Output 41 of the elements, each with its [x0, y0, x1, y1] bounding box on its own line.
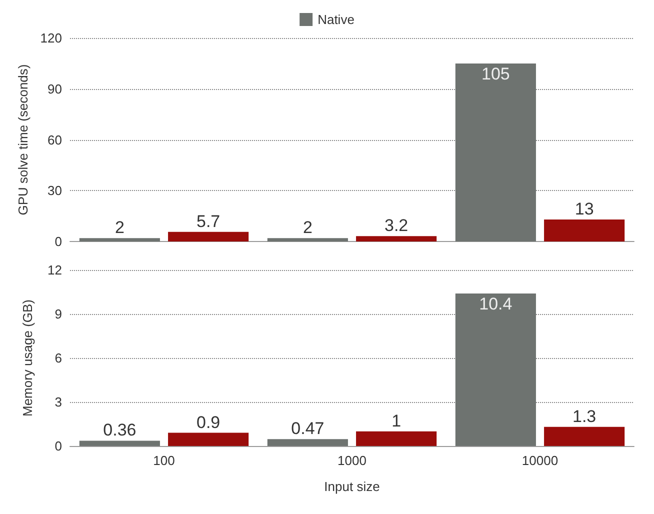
- y-tick-label: 30: [48, 183, 62, 198]
- y-tick-label: 3: [54, 394, 62, 410]
- data-label: 2: [114, 218, 124, 238]
- data-label: 0.36: [103, 420, 136, 440]
- y-tick-label: 0: [54, 438, 62, 454]
- bar: [79, 238, 160, 242]
- x-tick-label: 10000: [522, 453, 558, 468]
- bar: [356, 236, 437, 242]
- x-tick-label: 100: [153, 453, 175, 468]
- data-label: 105: [482, 64, 510, 84]
- y-axis-title: GPU solve time (seconds): [15, 64, 30, 216]
- data-label: 13: [574, 199, 594, 218]
- bar: [455, 63, 536, 242]
- bar: [168, 432, 249, 446]
- data-label: 0.47: [291, 419, 324, 438]
- bar: [455, 293, 536, 446]
- bar: [79, 440, 160, 446]
- bar: [168, 232, 249, 242]
- y-tick-label: 60: [48, 132, 62, 148]
- data-label: 1.3: [572, 406, 596, 426]
- data-label: 0.9: [196, 412, 220, 432]
- bar: [267, 238, 348, 242]
- bar: [544, 219, 625, 242]
- data-label: 1: [392, 411, 402, 430]
- data-label: 5.7: [196, 212, 220, 231]
- y-tick-label: 9: [54, 306, 62, 322]
- x-axis-title: Input size: [324, 479, 380, 494]
- y-tick-label: 6: [54, 350, 62, 366]
- data-label: 10.4: [479, 294, 512, 314]
- bar: [544, 426, 625, 446]
- data-label: 3.2: [384, 216, 408, 236]
- x-tick-label: 1000: [338, 453, 366, 468]
- legend-label: Native: [318, 12, 354, 27]
- y-tick-label: 0: [54, 234, 62, 249]
- bar: [356, 431, 437, 446]
- y-tick-label: 12: [48, 262, 62, 278]
- y-axis-title: Memory usage (GB): [20, 299, 35, 417]
- data-label: 2: [302, 218, 312, 238]
- y-tick-label: 120: [40, 30, 62, 46]
- y-tick-label: 90: [48, 81, 62, 96]
- bar: [267, 439, 348, 446]
